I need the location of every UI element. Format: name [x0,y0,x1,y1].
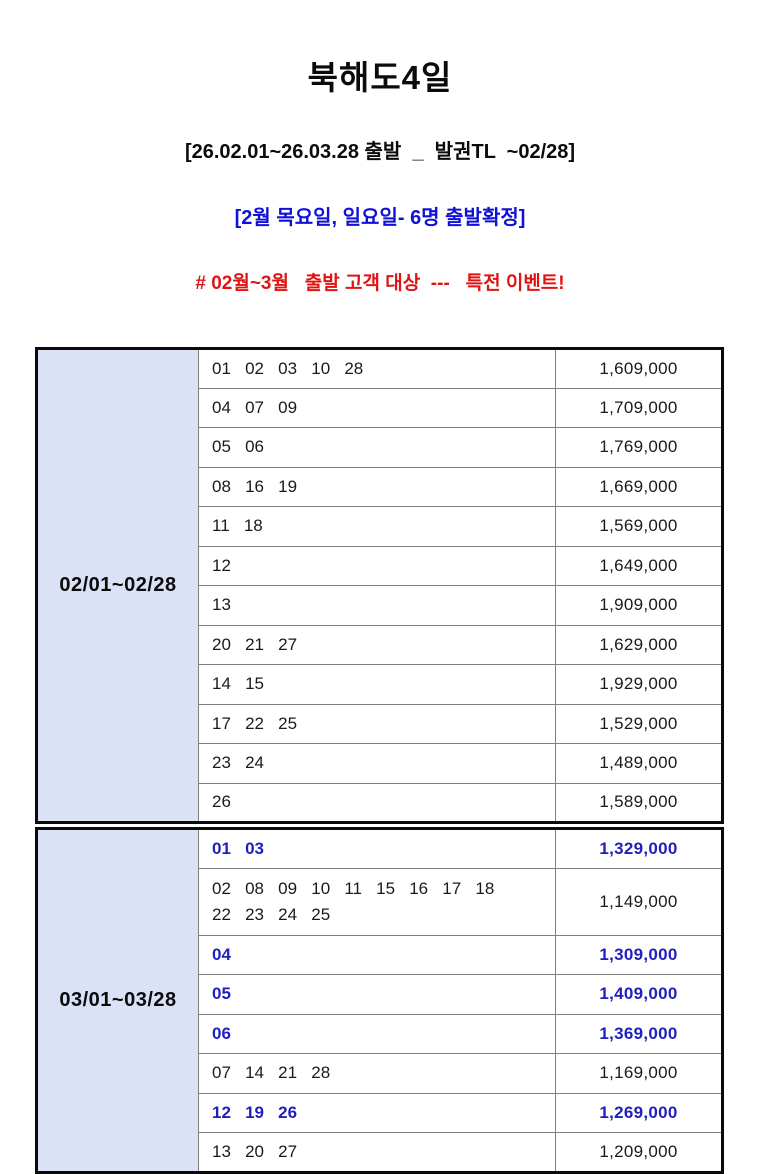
table-row: 26 1,589,000 [37,782,723,823]
dates-cell: 08 16 19 [198,466,556,507]
table-row: 03/01~03/28 01 03 1,329,000 [36,828,723,1173]
dates-cell: 01 03 [198,828,556,869]
table-row: 23 24 1,489,000 [37,743,723,784]
price-cell: 1,409,000 [555,974,723,1015]
dates-cell: 12 [198,545,556,586]
price-cell: 1,169,000 [555,1053,723,1094]
table-row: 17 22 25 1,529,000 [37,703,723,744]
dates-cell: 07 14 21 28 [198,1053,556,1094]
table-row: 13 1,909,000 [37,585,723,626]
table-row: 05 1,409,000 [37,974,723,1015]
price-cell: 1,629,000 [555,624,723,665]
price-cell: 1,489,000 [555,743,723,784]
dates-cell: 06 [198,1013,556,1054]
price-cell: 1,909,000 [555,585,723,626]
price-cell: 1,369,000 [555,1013,723,1054]
price-cell: 1,669,000 [555,466,723,507]
dates-cell: 13 [198,585,556,626]
price-cell: 1,329,000 [555,828,723,869]
price-cell: 1,589,000 [555,782,723,823]
dates-cell: 11 18 [198,506,556,547]
price-cell: 1,529,000 [555,703,723,744]
dates-cell: 23 24 [198,743,556,784]
schedule-table-2: 03/01~03/28 01 03 1,329,000 02 08 09 10 11 … [35,827,724,1174]
table-row: 04 1,309,000 [37,934,723,975]
dates-cell: 05 06 [198,427,556,468]
dates-cell: 04 07 09 [198,387,556,428]
table-row: 02/01~02/28 01 02 03 10 28 1,609,000 [36,348,723,823]
confirmed-departure-note: [2월 목요일, 일요일- 6명 출발확정] [234,207,526,229]
dates-cell: 05 [198,974,556,1015]
price-cell: 1,649,000 [555,545,723,586]
price-cell: 1,149,000 [555,867,723,936]
table-row: 05 06 1,769,000 [37,427,723,468]
dates-cell: 26 [198,782,556,823]
flyer-header: 북해도4일 [26.02.01~26.03.28 출발 _ 발권TL ~02/2… [0,24,760,332]
table-row: 04 07 09 1,709,000 [37,387,723,428]
dates-cell: 04 [198,934,556,975]
dates-cell: 02 08 09 10 11 15 16 17 18 22 23 24 25 [198,867,556,936]
table-row: 12 1,649,000 [37,545,723,586]
page-title: 북해도4일 [307,59,453,96]
price-cell: 1,609,000 [555,348,723,389]
table-row: 08 16 19 1,669,000 [37,466,723,507]
table-row: 02 08 09 10 11 15 16 17 18 22 23 24 25 1,… [37,867,723,936]
dates-cell: 13 20 27 [198,1132,556,1173]
price-cell: 1,709,000 [555,387,723,428]
price-cell: 1,309,000 [555,934,723,975]
price-cell: 1,769,000 [555,427,723,468]
table-row: 14 15 1,929,000 [37,664,723,705]
dates-cell: 17 22 25 [198,703,556,744]
event-note: # 02월~3월 출발 고객 대상 --- 특전 이벤트! [195,273,565,294]
schedule-tables: 02/01~02/28 01 02 03 10 28 1,609,000 04 07 … [0,347,760,1174]
dates-cell: 20 21 27 [198,624,556,665]
departure-period-subtitle: [26.02.01~26.03.28 출발 _ 발권TL ~02/28] [184,141,576,163]
price-cell: 1,209,000 [555,1132,723,1173]
table-row: 20 21 27 1,629,000 [37,624,723,665]
price-cell: 1,929,000 [555,664,723,705]
dates-cell: 01 02 03 10 28 [198,348,556,389]
price-cell: 1,569,000 [555,506,723,547]
section-label: 03/01~03/28 [36,828,199,1173]
price-cell: 1,269,000 [555,1092,723,1133]
schedule-table-1: 02/01~02/28 01 02 03 10 28 1,609,000 04 07 … [35,347,724,824]
dates-cell: 12 19 26 [198,1092,556,1133]
dates-cell: 14 15 [198,664,556,705]
table-row: 11 18 1,569,000 [37,506,723,547]
section-label: 02/01~02/28 [36,348,199,823]
